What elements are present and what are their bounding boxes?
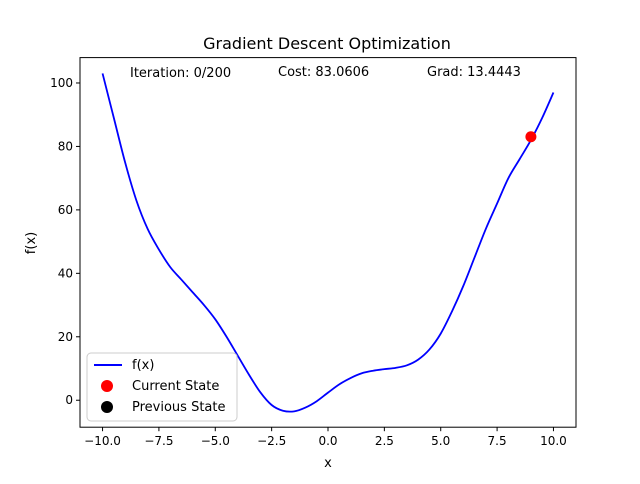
legend-previous-marker <box>101 401 113 413</box>
y-tick-label: 20 <box>58 330 73 344</box>
y-tick-label: 80 <box>58 139 73 153</box>
current-state-point <box>525 131 537 143</box>
series-layer <box>101 73 555 413</box>
y-tick-label: 0 <box>65 393 73 407</box>
x-tick-label: 7.5 <box>488 434 507 448</box>
legend-label-previous: Previous State <box>132 400 225 415</box>
y-tick-label: 60 <box>58 203 73 217</box>
legend-current-marker <box>101 380 113 392</box>
y-axis-label: f(x) <box>24 232 39 254</box>
legend: f(x) Current State Previous State <box>86 352 238 422</box>
x-tick-label: 0.0 <box>318 434 337 448</box>
x-tick-label: 5.0 <box>431 434 450 448</box>
x-axis-ticks: −10.0 −7.5 −5.0 −2.5 0.0 2.5 5.0 7.5 10.0 <box>84 427 567 448</box>
legend-label-fx: f(x) <box>132 358 154 373</box>
x-tick-label: −2.5 <box>257 434 286 448</box>
y-tick-label: 100 <box>50 76 73 90</box>
x-axis-label: x <box>324 456 332 471</box>
x-tick-label: −7.5 <box>144 434 173 448</box>
x-tick-label: 2.5 <box>375 434 394 448</box>
legend-box <box>86 352 238 422</box>
y-axis-ticks: 0 20 40 60 80 100 <box>50 76 80 407</box>
x-tick-label: −5.0 <box>201 434 230 448</box>
cost-annotation: Cost: 83.0606 <box>278 65 369 80</box>
y-tick-label: 40 <box>58 266 73 280</box>
grad-annotation: Grad: 13.4443 <box>427 65 521 80</box>
iteration-annotation: Iteration: 0/200 <box>130 66 231 81</box>
chart-title: Gradient Descent Optimization <box>203 34 451 53</box>
series-line-fx <box>101 73 555 413</box>
x-tick-label: −10.0 <box>84 434 121 448</box>
legend-label-current: Current State <box>132 379 219 394</box>
x-tick-label: 10.0 <box>540 434 567 448</box>
